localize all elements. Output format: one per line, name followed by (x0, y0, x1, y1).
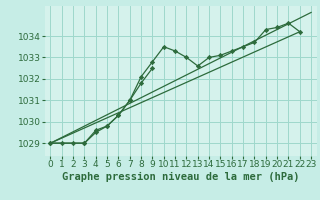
X-axis label: Graphe pression niveau de la mer (hPa): Graphe pression niveau de la mer (hPa) (62, 172, 300, 182)
